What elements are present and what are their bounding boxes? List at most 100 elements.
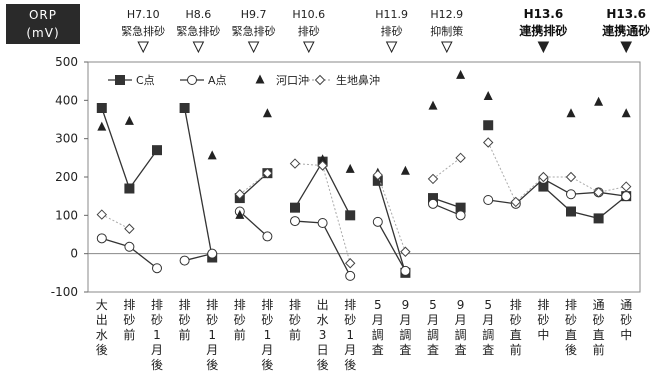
- x-category-label: 月: [261, 343, 273, 357]
- data-point: [566, 206, 576, 217]
- legend-label: A点: [208, 74, 227, 87]
- x-category-label: 排: [234, 298, 246, 312]
- data-point: [483, 120, 494, 131]
- x-category-label: 前: [289, 327, 301, 342]
- event-name-label: 緊急排砂: [232, 24, 276, 38]
- x-category-label: 調: [399, 328, 411, 342]
- x-category-label: 砂: [593, 313, 605, 327]
- x-category-label: 9: [457, 298, 465, 312]
- data-point: [124, 115, 134, 125]
- event-date-label: H13.6: [606, 7, 646, 21]
- series-line: [377, 174, 406, 252]
- x-category-label: 5: [484, 298, 492, 312]
- data-point: [372, 216, 383, 227]
- data-point: [152, 263, 162, 274]
- x-category-label: 日: [317, 343, 329, 357]
- x-category-label: 水: [96, 328, 108, 342]
- data-point: [96, 209, 108, 220]
- event-date-label: H7.10: [127, 8, 160, 21]
- event-date-label: H11.9: [375, 8, 408, 21]
- x-category-label: 砂: [537, 313, 549, 327]
- data-point: [207, 150, 217, 160]
- series-line: [432, 157, 461, 180]
- x-category-label: 排: [537, 298, 549, 312]
- data-point: [538, 171, 549, 183]
- x-category-label: 砂: [151, 313, 163, 327]
- event-name-label: 緊急排砂: [176, 24, 220, 38]
- event-date-label: H9.7: [241, 8, 267, 21]
- x-category-label: 通: [620, 298, 632, 312]
- y-tick-label: 500: [55, 55, 78, 69]
- event-marker-triangle: [440, 41, 453, 54]
- event-date-label: H13.6: [524, 7, 564, 21]
- y-axis-label: ORP (mV): [6, 4, 80, 44]
- data-point: [621, 108, 631, 118]
- series-line: [294, 163, 351, 264]
- data-point: [482, 137, 494, 148]
- x-category-label: 排: [151, 298, 163, 312]
- y-tick-label: 300: [55, 132, 78, 146]
- x-category-label: 砂: [565, 313, 577, 327]
- data-point: [96, 103, 107, 113]
- x-category-label: 前: [510, 342, 522, 357]
- x-category-label: 大: [96, 298, 108, 312]
- x-category-label: 排: [510, 298, 522, 312]
- event-marker-triangle: [192, 41, 205, 54]
- legend-marker: [115, 75, 125, 85]
- data-point: [621, 191, 632, 202]
- x-category-label: 後: [96, 343, 108, 357]
- data-point: [124, 241, 135, 252]
- x-category-label: 後: [151, 358, 163, 372]
- data-point: [427, 173, 439, 185]
- data-point: [345, 270, 356, 281]
- series-line: [239, 211, 268, 237]
- data-point: [456, 69, 466, 79]
- event-name-label: 排砂: [381, 24, 403, 38]
- x-category-label: 月: [206, 343, 218, 357]
- event-marker-triangle: [385, 41, 398, 54]
- data-point: [428, 100, 438, 110]
- x-category-label: 通: [593, 298, 605, 312]
- x-category-label: 砂: [261, 313, 273, 327]
- data-point: [152, 145, 162, 156]
- x-category-label: 後: [317, 358, 329, 372]
- series-line: [487, 142, 627, 203]
- data-point: [207, 248, 218, 259]
- y-axis-label-line2: (mV): [26, 26, 60, 40]
- x-category-label: 直: [593, 328, 605, 342]
- data-point: [593, 213, 604, 224]
- x-category-label: 査: [399, 343, 411, 357]
- data-point: [620, 181, 632, 192]
- y-tick-label: 100: [55, 208, 78, 222]
- data-point: [318, 154, 328, 164]
- x-category-label: 砂: [234, 313, 246, 327]
- event-marker-triangle: [247, 41, 260, 54]
- x-category-label: 排: [123, 298, 135, 312]
- x-category-label: 水: [317, 313, 329, 327]
- x-category-label: 直: [565, 328, 577, 342]
- event-marker-triangle: [302, 41, 315, 54]
- data-point: [290, 216, 300, 227]
- data-point: [344, 258, 356, 269]
- legend-label: 生地鼻沖: [336, 73, 380, 87]
- x-category-label: 中: [620, 327, 632, 342]
- x-category-label: 砂: [510, 313, 522, 327]
- x-category-label: 砂: [289, 313, 301, 327]
- data-point: [455, 152, 466, 164]
- data-point: [289, 158, 301, 169]
- data-point: [594, 96, 604, 106]
- data-point: [262, 108, 272, 118]
- x-category-label: 1: [264, 328, 272, 342]
- event-date-label: H8.6: [186, 8, 212, 21]
- y-tick-label: 0: [70, 247, 78, 261]
- x-category-label: 査: [372, 343, 384, 357]
- data-point: [400, 265, 411, 276]
- x-category-label: 3: [319, 328, 327, 342]
- x-category-label: 排: [261, 298, 273, 312]
- x-category-label: 中: [537, 327, 549, 342]
- x-category-label: 後: [206, 358, 218, 372]
- data-point: [400, 165, 410, 175]
- series-line: [101, 214, 130, 230]
- data-point: [566, 108, 576, 118]
- x-category-label: 出: [96, 313, 108, 327]
